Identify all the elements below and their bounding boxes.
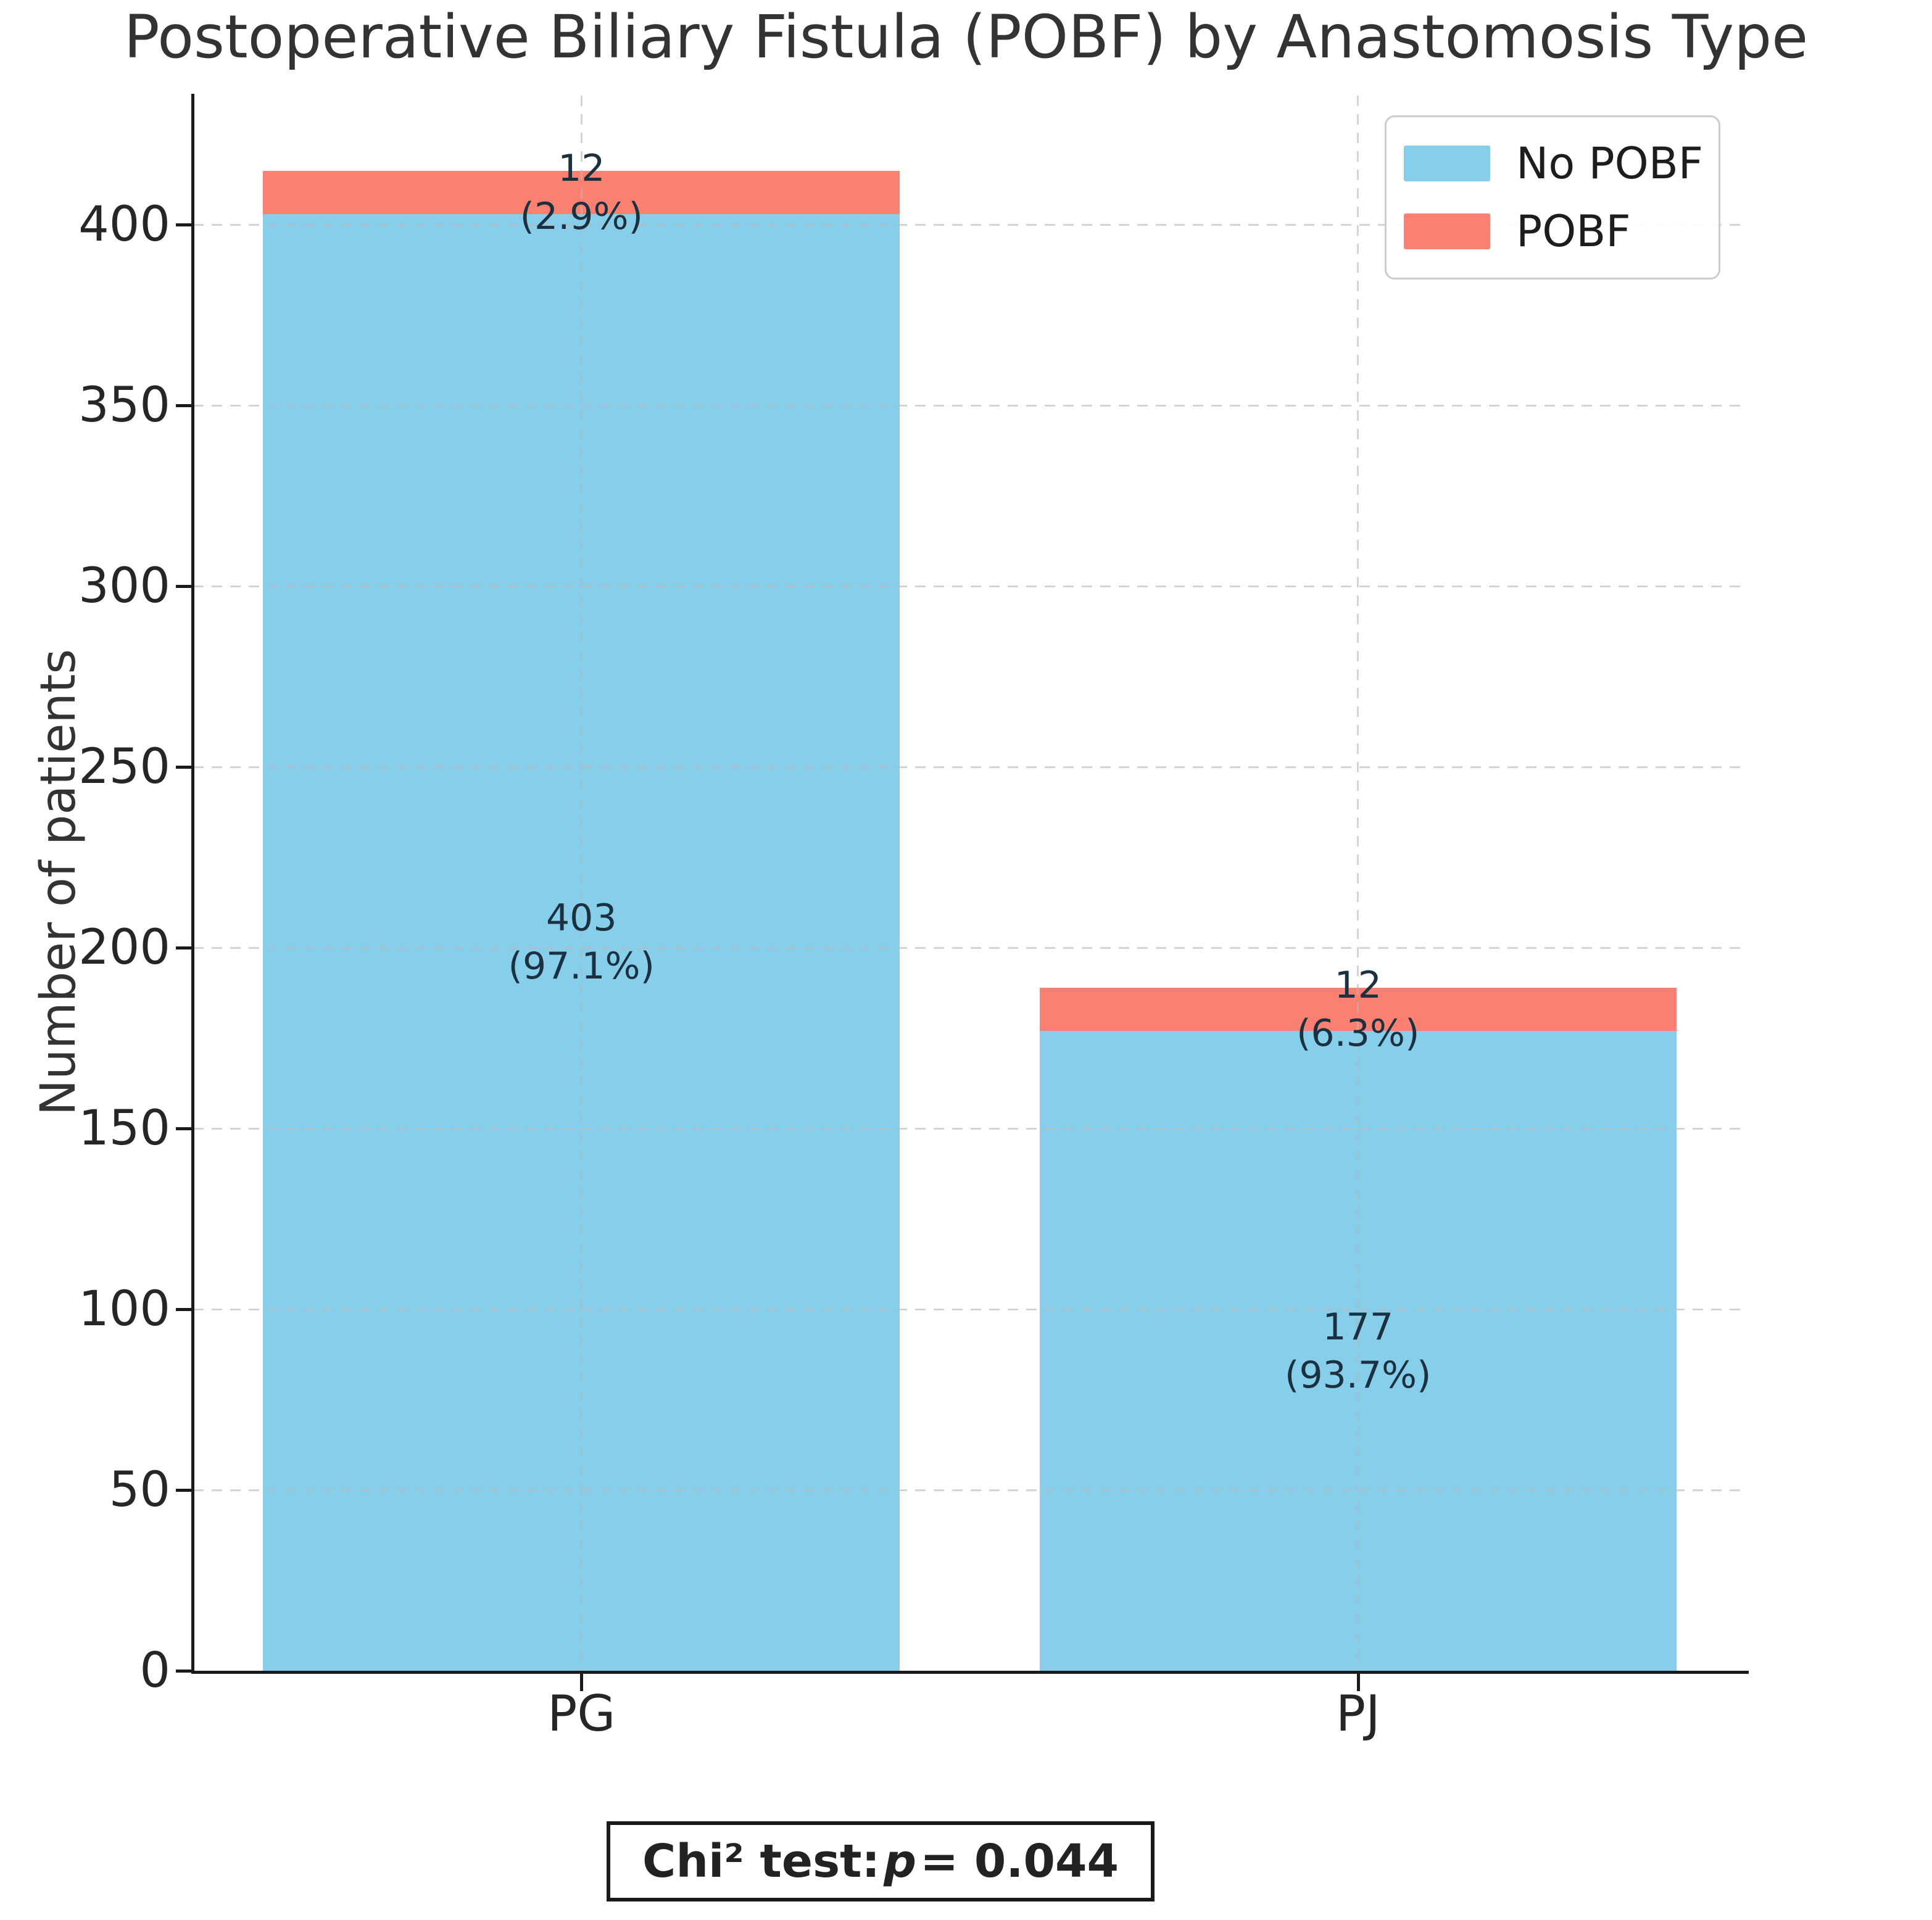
gridline-v-PG xyxy=(580,96,583,1671)
y-tick-label-100: 100 xyxy=(78,1281,170,1338)
y-axis-spine xyxy=(191,94,194,1674)
gridline-h-150 xyxy=(193,1127,1746,1130)
chi-annotation-prefix: Chi² test: xyxy=(642,1835,881,1888)
chi-annotation-p-symbol: p xyxy=(884,1835,917,1888)
gridline-h-200 xyxy=(193,946,1746,949)
gridline-h-400 xyxy=(193,223,1746,226)
y-tick-label-50: 50 xyxy=(109,1462,170,1518)
y-tick-label-400: 400 xyxy=(78,197,170,253)
y-tick-150 xyxy=(176,1127,193,1131)
x-tick-label-PG: PG xyxy=(547,1685,616,1742)
y-tick-label-150: 150 xyxy=(78,1101,170,1157)
y-tick-250 xyxy=(176,766,193,769)
bar-label-percent: (97.1%) xyxy=(508,945,655,988)
bar-label-count: 12 xyxy=(558,146,605,190)
x-tick-PJ xyxy=(1356,1674,1360,1691)
y-tick-label-0: 0 xyxy=(139,1643,170,1699)
gridline-h-350 xyxy=(193,404,1746,407)
y-tick-400 xyxy=(176,223,193,227)
chi-annotation-value: = 0.044 xyxy=(920,1835,1119,1888)
legend-swatch-no-pobf-icon xyxy=(1404,146,1490,181)
y-tick-label-200: 200 xyxy=(78,920,170,976)
y-tick-0 xyxy=(176,1670,193,1673)
legend: No POBF POBF xyxy=(1385,115,1720,279)
gridline-h-100 xyxy=(193,1308,1746,1310)
x-tick-PG xyxy=(580,1674,584,1691)
y-tick-100 xyxy=(176,1308,193,1312)
bar-label-count: 12 xyxy=(1334,963,1382,1007)
chi-square-annotation: Chi² test: p = 0.044 xyxy=(607,1821,1155,1901)
gridline-v-PJ xyxy=(1357,96,1359,1671)
legend-swatch-pobf-icon xyxy=(1404,213,1490,249)
legend-label-no-pobf: No POBF xyxy=(1516,138,1704,189)
bar-label-count: 177 xyxy=(1322,1305,1394,1349)
gridline-h-50 xyxy=(193,1489,1746,1491)
x-tick-label-PJ: PJ xyxy=(1335,1685,1380,1742)
y-tick-label-350: 350 xyxy=(78,378,170,434)
y-tick-350 xyxy=(176,404,193,408)
plot-area: 403 (97.1%) 12 (2.9%) 177 (93.7%) 12 (6.3%) xyxy=(193,96,1746,1671)
bar-label-percent: (2.9%) xyxy=(520,194,643,238)
gridline-h-300 xyxy=(193,585,1746,587)
y-tick-50 xyxy=(176,1489,193,1492)
y-tick-label-300: 300 xyxy=(78,558,170,614)
y-tick-200 xyxy=(176,946,193,950)
legend-item-pobf: POBF xyxy=(1404,206,1718,257)
y-tick-300 xyxy=(176,585,193,589)
legend-label-pobf: POBF xyxy=(1516,206,1631,257)
gridline-h-250 xyxy=(193,766,1746,768)
chart-title: Postoperative Biliary Fistula (POBF) by … xyxy=(123,2,1809,72)
y-axis-label: Number of patients xyxy=(31,648,86,1116)
x-axis-spine xyxy=(191,1671,1749,1674)
bar-label-PJ-pobf: 12 (6.3%) xyxy=(1167,959,1549,1060)
bar-label-percent: (93.7%) xyxy=(1285,1353,1432,1397)
y-tick-label-250: 250 xyxy=(78,739,170,795)
bar-label-count: 403 xyxy=(545,896,617,940)
bar-label-PG-pobf: 12 (2.9%) xyxy=(390,142,773,243)
bar-label-PJ-no-pobf: 177 (93.7%) xyxy=(1167,1301,1549,1402)
bar-label-percent: (6.3%) xyxy=(1296,1011,1420,1055)
bar-label-PG-no-pobf: 403 (97.1%) xyxy=(390,892,773,993)
legend-item-no-pobf: No POBF xyxy=(1404,138,1718,189)
